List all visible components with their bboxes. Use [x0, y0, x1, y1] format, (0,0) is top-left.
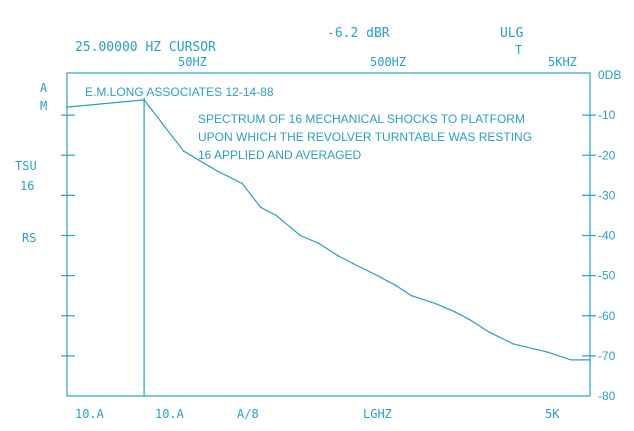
spectrum-point: [217, 170, 219, 173]
cursor-level-readout: -6.2 dBR: [327, 26, 390, 41]
spectrum-point: [66, 106, 68, 108]
plot-frame: [66, 72, 591, 397]
spectrum-points: [66, 99, 591, 361]
spectrum-point: [182, 150, 185, 152]
annotation-line-2: UPON WHICH THE REVOLVER TURNTABLE WAS RE…: [198, 130, 532, 144]
left-label-rs: RS: [22, 231, 36, 245]
spectrum-point: [546, 351, 548, 353]
spectrum-point: [352, 262, 355, 265]
spectrum-point: [395, 284, 398, 287]
left-label-tsu: TSU: [15, 159, 37, 173]
top-tick-label: 500HZ: [370, 55, 406, 69]
spectrum-point: [337, 254, 339, 257]
spectrum-point: [453, 310, 456, 313]
spectrum-trace: [66, 99, 590, 361]
y-tick-label: -30: [598, 188, 616, 202]
mode-sub-label: T: [515, 43, 522, 57]
y-axis-labels: 0DB -10 -20 -30 -40 -50 -60 -70 -80: [598, 68, 621, 403]
footer-label-left2: 10.A: [155, 407, 185, 421]
annotation-line-3: 16 APPLIED AND AVERAGED: [198, 148, 362, 162]
top-tick-label: 5KHZ: [548, 55, 577, 69]
left-label-m: M: [40, 99, 47, 113]
spectrum-point: [241, 182, 243, 185]
y-tick-label: -40: [598, 229, 616, 243]
spectrum-point: [318, 242, 320, 245]
spectrum-point: [260, 206, 262, 209]
left-label-avg-count: 16: [20, 179, 34, 193]
spectrum-point: [570, 359, 572, 361]
footer-label-left: 10.A: [75, 407, 105, 421]
right-tick-marks: [582, 114, 596, 357]
annotation-line-1: SPECTRUM OF 16 MECHANICAL SHOCKS TO PLAT…: [198, 112, 525, 126]
spectrum-point: [143, 99, 145, 101]
spectrum-point: [512, 343, 514, 345]
y-tick-label: -50: [598, 269, 616, 283]
footer-label-right: 5K: [545, 407, 560, 421]
y-tick-label: -80: [598, 389, 616, 403]
spectrum-point: [487, 331, 490, 333]
spectrum-point: [469, 319, 471, 321]
y-tick-label: 0DB: [598, 68, 621, 82]
footer-scale-label: LGHZ: [363, 407, 392, 421]
spectrum-point: [435, 302, 437, 305]
mode-label: ULG: [500, 26, 524, 41]
spectrum-point: [376, 274, 379, 277]
footer-label-mid: A/8: [237, 407, 259, 421]
left-label-a: A: [40, 81, 48, 95]
y-tick-label: -20: [598, 148, 616, 162]
y-tick-label: -10: [598, 108, 616, 122]
y-tick-label: -70: [598, 349, 616, 363]
top-tick-label: 50HZ: [178, 55, 207, 69]
chart-title: E.M.LONG ASSOCIATES 12-14-88: [85, 85, 274, 99]
spectrum-point: [589, 359, 591, 361]
spectrum-point: [299, 234, 302, 237]
y-tick-label: -60: [598, 309, 616, 323]
spectrum-point: [275, 214, 277, 217]
left-tick-marks: [61, 114, 75, 357]
cursor-frequency-readout: 25.00000 HZ CURSOR: [75, 40, 216, 55]
spectrum-point: [410, 294, 413, 297]
